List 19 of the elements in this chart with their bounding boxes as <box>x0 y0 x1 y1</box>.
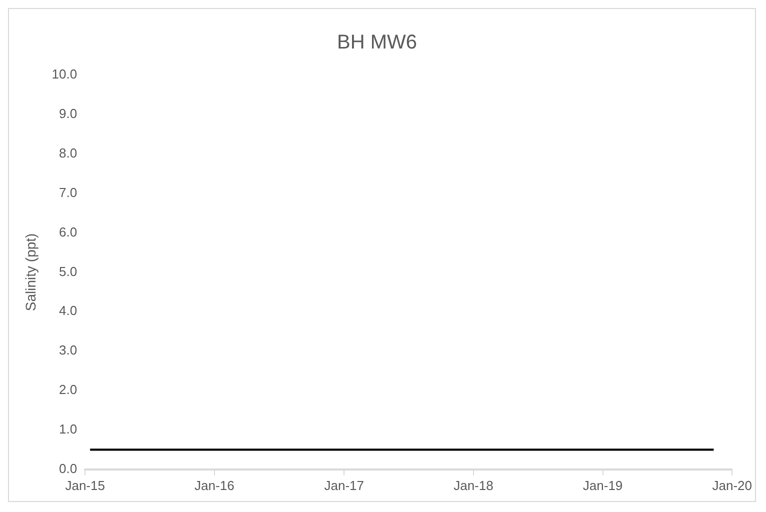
x-tick-label: Jan-15 <box>65 478 105 493</box>
x-tick-label: Jan-17 <box>324 478 364 493</box>
y-tick-label: 7.0 <box>59 184 78 200</box>
y-tick-label: 5.0 <box>59 264 78 279</box>
x-tick-label: Jan-20 <box>712 478 752 493</box>
y-tick-label: 6.0 <box>59 224 78 240</box>
y-tick-label: 4.0 <box>59 303 78 318</box>
y-tick-label: 10.0 <box>52 66 78 82</box>
y-tick-label: 2.0 <box>59 382 78 398</box>
y-axis-title: Salinity (ppt) <box>22 233 38 312</box>
y-tick-label: 1.0 <box>59 422 78 437</box>
y-tick-label: 3.0 <box>59 342 78 358</box>
chart-title: BH MW6 <box>337 32 417 54</box>
y-tick-label: 0.0 <box>59 460 78 476</box>
x-tick-label: Jan-16 <box>194 478 234 493</box>
y-tick-label: 9.0 <box>59 106 78 122</box>
x-tick-label: Jan-19 <box>582 478 623 493</box>
y-tick-label: 8.0 <box>59 145 78 160</box>
x-tick-label: Jan-18 <box>454 478 494 493</box>
